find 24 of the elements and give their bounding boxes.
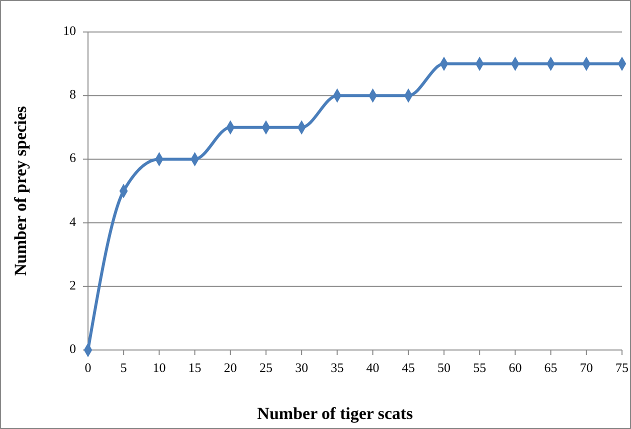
x-tick-label: 5 — [120, 360, 127, 375]
x-tick-label: 20 — [224, 360, 237, 375]
x-tick-label: 50 — [438, 360, 450, 375]
x-tick-label: 35 — [330, 360, 344, 375]
y-tick-label: 10 — [63, 22, 76, 38]
y-tick-label: 2 — [70, 277, 76, 292]
y-tick-label: 8 — [70, 86, 76, 102]
x-tick-label: 15 — [188, 360, 202, 375]
x-tick-label: 10 — [152, 360, 166, 375]
x-tick-label: 40 — [366, 360, 380, 375]
x-tick-label: 0 — [84, 360, 92, 375]
x-tick-label: 25 — [260, 360, 272, 375]
x-tick-label: 65 — [544, 360, 558, 375]
x-tick-label: 55 — [473, 360, 486, 375]
y-axis-title: Number of prey species — [11, 106, 30, 276]
x-tick-label: 75 — [616, 360, 628, 375]
x-tick-label: 70 — [580, 360, 593, 375]
x-axis-title: Number of tiger scats — [257, 404, 414, 423]
x-tick-label: 45 — [402, 360, 415, 375]
y-tick-label: 6 — [70, 150, 76, 166]
y-tick-label: 0 — [70, 340, 76, 356]
y-tick-label: 4 — [70, 214, 76, 229]
x-tick-label: 60 — [508, 360, 522, 375]
x-tick-label: 30 — [295, 360, 308, 375]
